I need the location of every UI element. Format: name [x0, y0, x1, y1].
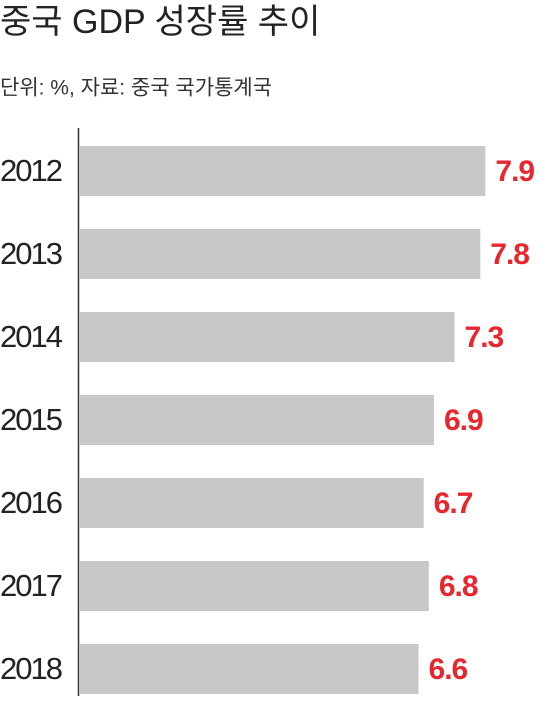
value-label: 7.8	[490, 238, 529, 271]
value-label: 6.6	[429, 653, 468, 686]
y-tick-label: 2017	[0, 568, 62, 603]
y-tick-label: 2018	[0, 651, 62, 686]
value-label: 7.3	[465, 321, 504, 354]
chart-subtitle: 단위: %, 자료: 중국 국가통계국	[0, 77, 272, 100]
chart-title: 중국 GDP 성장률 추이	[0, 3, 320, 41]
bar	[79, 229, 481, 279]
y-tick-label: 2016	[0, 485, 62, 520]
y-tick-label: 2012	[0, 153, 62, 188]
bar	[79, 312, 455, 362]
y-tick-label: 2013	[0, 236, 62, 271]
value-label: 6.7	[434, 487, 473, 520]
bar	[79, 395, 434, 445]
y-tick-label: 2015	[0, 402, 62, 437]
value-label: 7.9	[495, 155, 534, 188]
bar	[79, 478, 424, 528]
value-label: 6.8	[439, 570, 478, 603]
value-label: 6.9	[444, 404, 483, 437]
bar	[79, 561, 429, 611]
bar	[79, 644, 419, 694]
y-tick-label: 2014	[0, 319, 63, 354]
bar	[79, 146, 486, 196]
